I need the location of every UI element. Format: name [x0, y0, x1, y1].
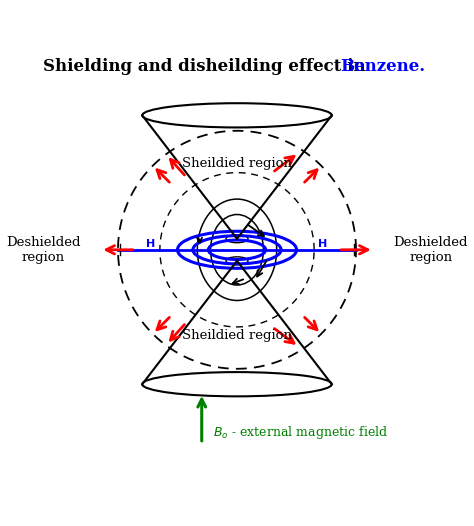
Text: H: H — [319, 239, 328, 249]
Text: $B_o$ - external magnetic field: $B_o$ - external magnetic field — [213, 424, 388, 441]
Text: Benzene.: Benzene. — [341, 58, 426, 75]
Text: Deshielded
region: Deshielded region — [6, 236, 80, 264]
Text: H: H — [146, 239, 155, 249]
Text: Deshielded
region: Deshielded region — [394, 236, 468, 264]
Text: Shielding and disheilding effect in: Shielding and disheilding effect in — [43, 58, 372, 75]
Text: Sheildied region: Sheildied region — [182, 329, 292, 342]
Text: Sheildied region: Sheildied region — [182, 157, 292, 170]
